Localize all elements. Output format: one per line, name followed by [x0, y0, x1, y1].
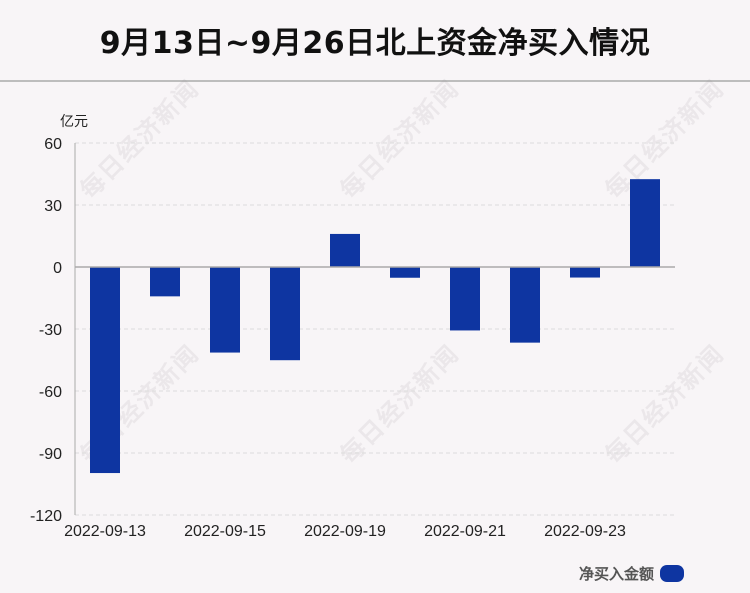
title-divider	[0, 80, 750, 82]
y-tick-label: 0	[53, 260, 62, 277]
bar	[90, 267, 120, 474]
bar	[510, 267, 540, 343]
bar	[210, 267, 240, 353]
bar	[150, 267, 180, 297]
y-tick-label: -120	[30, 508, 62, 525]
bar	[630, 179, 660, 267]
x-tick-label: 2022-09-13	[64, 523, 146, 540]
chart-title: 9月13日~9月26日北上资金净买入情况	[99, 26, 651, 61]
x-tick-label: 2022-09-23	[544, 523, 626, 540]
x-tick-label: 2022-09-19	[304, 523, 386, 540]
bar	[450, 267, 480, 331]
bar	[570, 267, 600, 278]
x-tick-label: 2022-09-15	[184, 523, 266, 540]
bar	[330, 233, 360, 267]
y-tick-label: -30	[39, 322, 62, 339]
y-tick-label: -90	[39, 446, 62, 463]
y-tick-label: -60	[39, 384, 62, 401]
bar	[390, 267, 420, 278]
y-axis-unit: 亿元	[60, 114, 88, 130]
x-tick-label: 2022-09-21	[424, 523, 506, 540]
legend-swatch	[660, 565, 684, 582]
bar	[270, 267, 300, 361]
y-tick-label: 60	[44, 136, 62, 153]
legend-label: 净买入金额	[578, 565, 654, 583]
legend: 净买入金额	[579, 563, 684, 584]
y-tick-label: 30	[44, 198, 62, 215]
